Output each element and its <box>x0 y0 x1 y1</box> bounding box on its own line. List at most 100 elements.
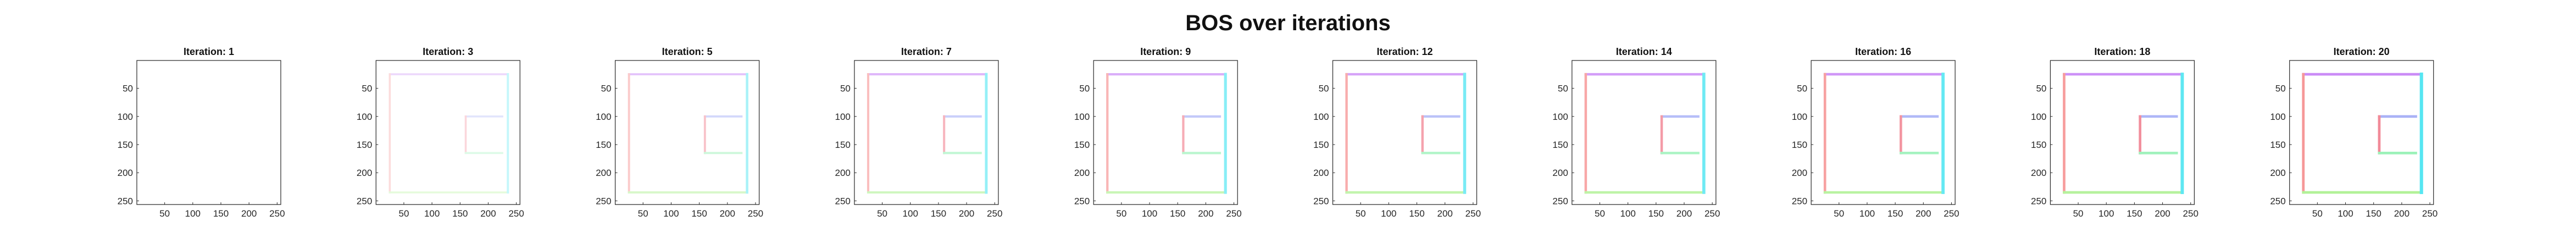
x-tick-label: 250 <box>1944 208 1959 219</box>
y-tick-label: 50 <box>1079 84 1090 94</box>
x-tick-label: 150 <box>1170 208 1185 219</box>
x-tick-label: 50 <box>1356 208 1366 219</box>
y-tick-label: 150 <box>2270 140 2285 150</box>
x-tick-label: 50 <box>2312 208 2323 219</box>
x-tick-label: 200 <box>720 208 735 219</box>
subplot-title: Iteration: 14 <box>1616 46 1672 57</box>
y-tick-label: 100 <box>1792 112 1807 122</box>
axes-box <box>375 60 520 205</box>
y-tick-label: 50 <box>1558 84 1568 94</box>
y-tick-label: 150 <box>1313 140 1329 150</box>
y-tick-label: 200 <box>1552 168 1568 178</box>
y-tick-label: 150 <box>357 140 372 150</box>
y-tick-label: 250 <box>835 196 851 206</box>
x-tick-label: 100 <box>1142 208 1157 219</box>
x-tick-label: 200 <box>1916 208 1931 219</box>
x-tick-label: 250 <box>2422 208 2438 219</box>
subplot-title: Iteration: 5 <box>662 46 713 57</box>
y-tick-label: 150 <box>1792 140 1807 150</box>
axes-box <box>854 60 999 205</box>
x-tick-label: 50 <box>1116 208 1126 219</box>
y-tick-label: 50 <box>362 84 372 94</box>
y-tick-label: 250 <box>1074 196 1090 206</box>
y-tick-label: 200 <box>2031 168 2046 178</box>
x-tick-label: 150 <box>2366 208 2381 219</box>
y-tick-label: 100 <box>596 112 611 122</box>
y-tick-label: 150 <box>2031 140 2046 150</box>
axes-box <box>1811 60 1956 205</box>
axes-box <box>2289 60 2434 205</box>
y-tick-label: 50 <box>1797 84 1807 94</box>
x-tick-label: 150 <box>213 208 229 219</box>
y-tick-label: 200 <box>1792 168 1807 178</box>
subplot-title: Iteration: 12 <box>1376 46 1433 57</box>
subplot-title: Iteration: 20 <box>2334 46 2390 57</box>
y-tick-label: 250 <box>1792 196 1807 206</box>
y-tick-label: 200 <box>357 168 372 178</box>
x-tick-label: 100 <box>424 208 440 219</box>
x-tick-label: 200 <box>241 208 257 219</box>
y-tick-label: 150 <box>118 140 133 150</box>
subplot-title: Iteration: 3 <box>423 46 473 57</box>
subplot-12: Iteration: 12 50 100 150 200 250 50 100 150 200 25… <box>1313 46 1481 219</box>
y-tick-label: 150 <box>835 140 851 150</box>
x-tick-label: 50 <box>638 208 648 219</box>
x-tick-label: 250 <box>748 208 763 219</box>
x-tick-label: 50 <box>2073 208 2084 219</box>
x-tick-label: 100 <box>1381 208 1396 219</box>
x-tick-label: 250 <box>269 208 285 219</box>
y-tick-label: 200 <box>1074 168 1090 178</box>
axes-box <box>1093 60 1238 205</box>
y-tick-label: 100 <box>1074 112 1090 122</box>
x-tick-label: 100 <box>1859 208 1875 219</box>
x-tick-label: 100 <box>2338 208 2353 219</box>
x-tick-label: 100 <box>2098 208 2114 219</box>
x-tick-label: 50 <box>398 208 409 219</box>
x-tick-label: 150 <box>1887 208 1903 219</box>
y-tick-label: 200 <box>2270 168 2285 178</box>
y-tick-label: 50 <box>840 84 851 94</box>
subplot-9: Iteration: 9 50 100 150 200 250 50 100 150 200 250 <box>1074 46 1242 219</box>
y-tick-label: 100 <box>2270 112 2285 122</box>
subplot-title: Iteration: 18 <box>2094 46 2150 57</box>
y-tick-label: 100 <box>1313 112 1329 122</box>
x-tick-label: 100 <box>1620 208 1635 219</box>
x-tick-label: 250 <box>1465 208 1481 219</box>
y-tick-label: 50 <box>2036 84 2046 94</box>
x-tick-label: 150 <box>2127 208 2142 219</box>
x-tick-label: 200 <box>1437 208 1452 219</box>
y-tick-label: 250 <box>1552 196 1568 206</box>
subplot-20: Iteration: 20 50 100 150 200 250 50 100 150 200 25… <box>2270 46 2438 219</box>
x-tick-label: 100 <box>903 208 918 219</box>
x-tick-label: 150 <box>931 208 946 219</box>
subplot-1: Iteration: 1 50 100 150 200 250 50 100 150 200 250 <box>118 46 285 219</box>
y-tick-label: 100 <box>2031 112 2046 122</box>
y-tick-label: 100 <box>1552 112 1568 122</box>
subplot-title: Iteration: 7 <box>901 46 952 57</box>
x-tick-label: 150 <box>691 208 707 219</box>
y-tick-label: 250 <box>2270 196 2285 206</box>
y-tick-label: 250 <box>596 196 611 206</box>
y-tick-label: 100 <box>357 112 372 122</box>
x-tick-label: 150 <box>1409 208 1424 219</box>
x-tick-label: 50 <box>159 208 170 219</box>
x-tick-label: 200 <box>1198 208 1213 219</box>
subplot-7: Iteration: 7 50 100 150 200 250 50 100 150 200 250 <box>835 46 1003 219</box>
y-tick-label: 50 <box>2275 84 2286 94</box>
subplot-18: Iteration: 18 50 100 150 200 250 50 100 150 200 25… <box>2031 46 2199 219</box>
x-tick-label: 250 <box>1226 208 1241 219</box>
x-tick-label: 150 <box>1648 208 1664 219</box>
y-tick-label: 200 <box>1313 168 1329 178</box>
y-tick-label: 250 <box>1313 196 1329 206</box>
y-tick-label: 50 <box>601 84 612 94</box>
x-tick-label: 200 <box>1676 208 1692 219</box>
y-tick-label: 200 <box>835 168 851 178</box>
subplot-3: Iteration: 3 50 100 150 200 250 50 100 150 200 250 <box>357 46 524 219</box>
x-tick-label: 50 <box>1595 208 1605 219</box>
y-tick-label: 150 <box>1552 140 1568 150</box>
x-tick-label: 200 <box>959 208 974 219</box>
x-tick-label: 50 <box>1834 208 1844 219</box>
x-tick-label: 250 <box>508 208 524 219</box>
